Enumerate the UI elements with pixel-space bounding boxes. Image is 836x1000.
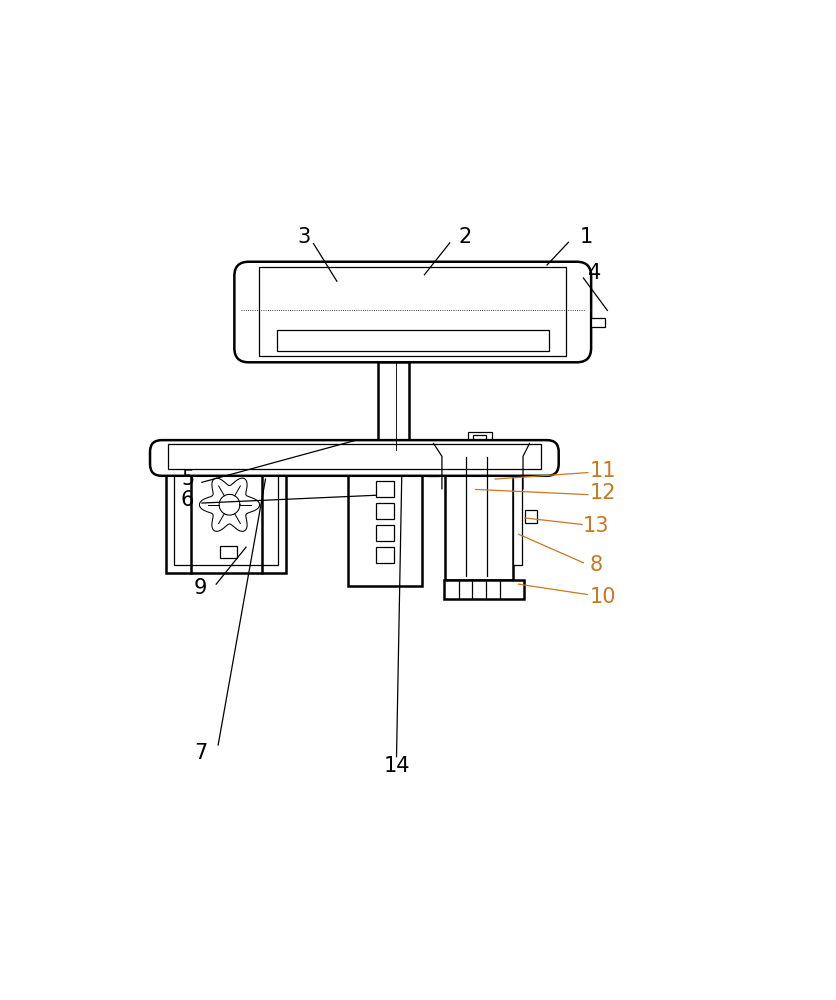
Text: 6: 6 <box>181 490 194 510</box>
Bar <box>445 453 512 580</box>
Bar <box>220 546 237 558</box>
Bar <box>443 580 523 599</box>
Bar <box>348 450 422 586</box>
Text: 9: 9 <box>194 578 207 598</box>
Bar <box>276 330 548 351</box>
Bar <box>375 503 394 519</box>
Bar <box>375 459 394 475</box>
Bar <box>375 481 394 497</box>
Bar <box>375 525 394 541</box>
Text: 13: 13 <box>583 516 609 536</box>
FancyBboxPatch shape <box>150 440 558 476</box>
Text: 7: 7 <box>194 743 207 763</box>
Text: 10: 10 <box>589 587 615 607</box>
Text: 4: 4 <box>587 263 600 283</box>
Text: 2: 2 <box>457 227 471 247</box>
Text: 11: 11 <box>589 461 615 481</box>
Text: 12: 12 <box>589 483 615 503</box>
Bar <box>377 362 408 450</box>
Text: 8: 8 <box>589 555 602 575</box>
Bar <box>467 432 492 456</box>
Bar <box>590 318 604 327</box>
Text: 5: 5 <box>181 469 194 489</box>
Bar <box>166 463 286 573</box>
Bar <box>174 469 278 565</box>
Bar <box>426 465 438 476</box>
Text: 1: 1 <box>579 227 592 247</box>
Bar <box>375 547 394 563</box>
Bar <box>512 467 521 565</box>
Bar <box>258 267 566 356</box>
Text: 3: 3 <box>298 227 311 247</box>
Bar <box>524 510 536 523</box>
Text: 14: 14 <box>383 756 410 776</box>
FancyBboxPatch shape <box>234 262 590 362</box>
Bar <box>473 435 486 448</box>
Bar <box>168 444 540 469</box>
